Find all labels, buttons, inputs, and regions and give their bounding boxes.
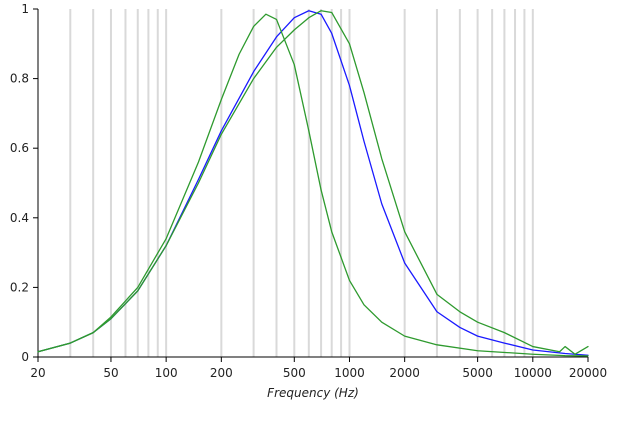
x-tick-label: 1000 [334,366,365,380]
y-tick-label: 0.4 [10,211,29,225]
tick-labels: 0 0.2 0.4 0.6 0.8 1 20 50 100 200 500 1000 2000 5000 1… [10,2,607,380]
x-tick-label: 10000 [514,366,552,380]
x-axis-title: Frequency (Hz) [267,386,359,400]
series-lines [37,10,589,357]
x-tick-label: 5000 [462,366,493,380]
series-line-3 [37,10,589,355]
x-tick-label: 50 [103,366,118,380]
x-tick-label: 20000 [569,366,607,380]
y-tick-label: 0.6 [10,141,29,155]
series-line-1 [37,10,589,356]
x-tick-label: 200 [210,366,233,380]
y-tick-label: 0 [21,350,29,364]
x-tick-label: 500 [283,366,306,380]
x-tick-label: 100 [155,366,178,380]
series-line-2 [37,13,589,357]
vertical-grid [69,9,534,357]
axes [33,8,589,362]
y-tick-label: 0.2 [10,280,29,294]
x-tick-label: 2000 [389,366,420,380]
x-tick-label: 20 [30,366,45,380]
y-tick-label: 0.8 [10,72,29,86]
y-tick-label: 1 [21,2,29,16]
